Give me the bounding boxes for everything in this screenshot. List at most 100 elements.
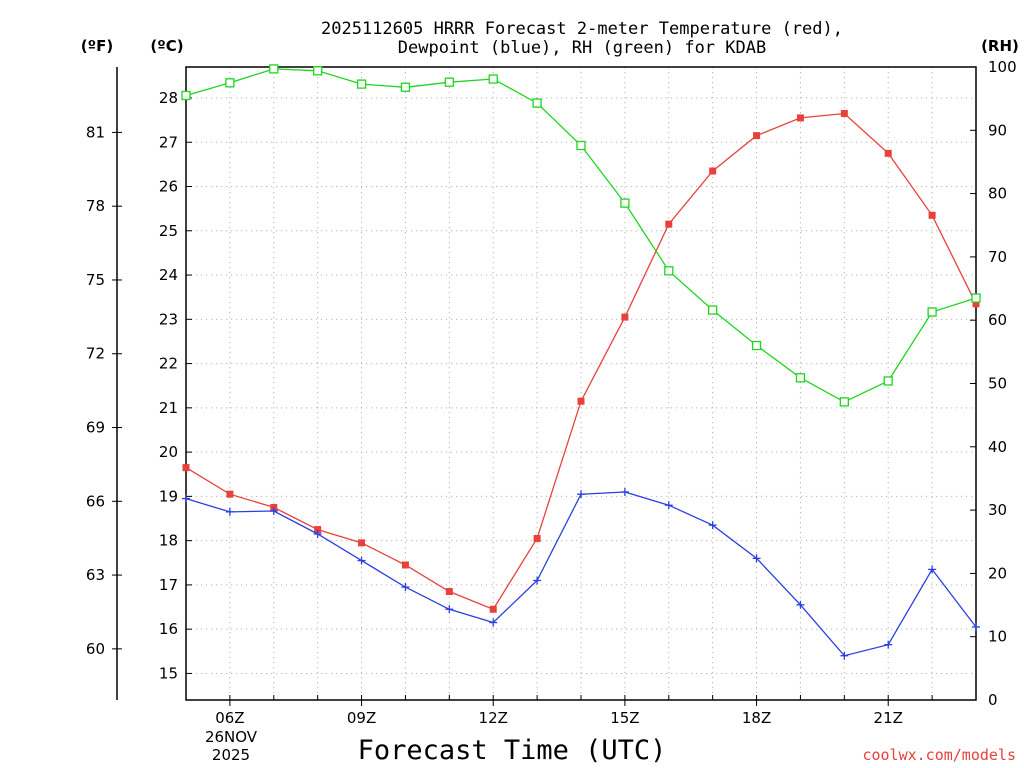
data-point <box>488 74 498 84</box>
celsius-tick-label: 16 <box>159 620 178 638</box>
chart-title-line1: 2025112605 HRRR Forecast 2-meter Tempera… <box>321 19 843 39</box>
data-point <box>927 307 937 317</box>
data-point <box>884 149 892 157</box>
data-point <box>752 554 761 563</box>
data-point <box>444 77 454 87</box>
fahrenheit-tick-label: 81 <box>86 123 105 141</box>
data-point <box>971 293 981 303</box>
data-point <box>445 588 453 596</box>
fahrenheit-tick-label: 69 <box>86 419 105 437</box>
data-point <box>709 167 717 175</box>
data-point <box>796 114 804 122</box>
celsius-tick-label: 24 <box>159 266 178 284</box>
rh-tick-label: 60 <box>988 311 1007 329</box>
data-point <box>928 565 937 574</box>
data-point <box>796 600 805 609</box>
rh-tick-label: 30 <box>988 501 1007 519</box>
fahrenheit-tick-label: 63 <box>86 566 105 584</box>
data-point <box>928 211 936 219</box>
axes-layer: 15 16 17 18 19 20 21 22 23 24 25 26 27 28 60 63 66 69 72 75… <box>86 58 1017 727</box>
data-point <box>795 373 806 383</box>
celsius-tick-label: 21 <box>159 399 178 417</box>
data-point <box>620 198 630 208</box>
data-point <box>577 397 585 405</box>
data-point <box>751 340 762 351</box>
data-point <box>181 90 191 101</box>
data-point <box>182 464 190 472</box>
data-point <box>358 539 366 547</box>
data-point <box>269 64 279 74</box>
rh-tick-label: 40 <box>988 438 1007 456</box>
rh-tick-label: 0 <box>988 691 998 709</box>
data-point <box>972 300 980 308</box>
data-point <box>225 507 234 516</box>
data-point <box>532 98 542 108</box>
data-point <box>356 79 367 89</box>
data-point <box>839 397 849 407</box>
celsius-tick-label: 25 <box>159 222 178 240</box>
data-point <box>665 220 673 228</box>
series-layer <box>181 64 981 660</box>
rh-tick-label: 10 <box>988 628 1007 646</box>
data-point <box>576 140 586 151</box>
rh-tick-label: 100 <box>988 58 1017 76</box>
data-point <box>489 605 497 613</box>
celsius-tick-label: 15 <box>159 664 178 682</box>
data-point <box>972 622 980 631</box>
data-point <box>840 109 848 117</box>
data-point <box>883 376 893 386</box>
data-point <box>664 266 674 276</box>
fahrenheit-tick-label: 60 <box>86 640 105 658</box>
celsius-tick-label: 22 <box>159 355 178 373</box>
data-point <box>445 605 454 614</box>
data-point <box>314 526 322 534</box>
rh-tick-label: 90 <box>988 121 1007 139</box>
x-tick-label: 18Z <box>742 709 771 727</box>
data-point <box>708 521 717 530</box>
data-point <box>577 490 585 499</box>
rh-tick-label: 70 <box>988 248 1007 266</box>
rh-tick-label: 20 <box>988 564 1007 582</box>
x-tick-label: 06Z <box>215 709 244 727</box>
celsius-tick-label: 18 <box>159 532 178 550</box>
data-point <box>621 313 629 321</box>
series-0 <box>182 109 980 613</box>
data-point <box>313 66 323 76</box>
celsius-tick-label: 17 <box>159 576 178 594</box>
data-point <box>225 78 235 88</box>
data-point <box>269 506 278 515</box>
series-line <box>185 491 977 657</box>
fahrenheit-tick-label: 75 <box>86 271 105 289</box>
data-point <box>182 494 190 503</box>
data-point <box>401 583 410 592</box>
celsius-tick-label: 20 <box>159 443 178 461</box>
data-point <box>884 640 893 649</box>
data-point <box>357 556 366 565</box>
celsius-tick-label: 28 <box>159 89 178 107</box>
rh-tick-label: 80 <box>988 185 1007 203</box>
rh-tick-label: 50 <box>988 375 1007 393</box>
celsius-tick-label: 19 <box>159 487 178 505</box>
fahrenheit-axis-unit: (ºF) <box>81 37 113 55</box>
fahrenheit-tick-label: 78 <box>86 197 105 215</box>
rh-axis-unit: (RH) <box>981 37 1019 55</box>
x-tick-label: 21Z <box>874 709 903 727</box>
chart-title-line2: Dewpoint (blue), RH (green) for KDAB <box>398 38 766 58</box>
date-label-year: 2025 <box>212 746 250 764</box>
x-axis-label: Forecast Time (UTC) <box>358 735 667 766</box>
data-point <box>401 561 409 569</box>
celsius-tick-label: 26 <box>159 178 178 196</box>
data-point <box>400 82 411 92</box>
x-tick-label: 12Z <box>479 709 508 727</box>
celsius-tick-label: 27 <box>159 133 178 151</box>
credit-text: coolwx.com/models <box>862 746 1016 764</box>
data-point <box>533 534 541 542</box>
data-point <box>620 487 629 496</box>
plot-frame <box>185 66 977 701</box>
series-2 <box>181 64 981 407</box>
grid-layer <box>186 67 976 700</box>
date-label-day: 26NOV <box>205 728 258 746</box>
data-point <box>840 651 849 660</box>
celsius-axis-unit: (ºC) <box>150 37 183 55</box>
